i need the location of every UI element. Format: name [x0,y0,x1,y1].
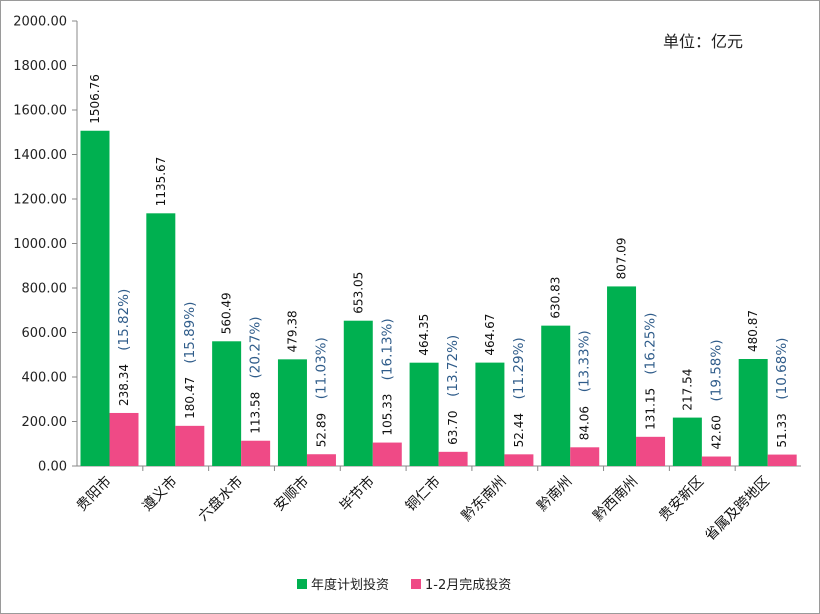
value-label-jan-feb-completed: 52.44 [512,413,526,447]
bar-jan-feb-completed [372,442,402,466]
completion-rate-label: (11.29%) [511,337,527,399]
legend: 年度计划投资 1-2月完成投资 [297,577,511,593]
value-label-annual-plan: 1506.76 [88,74,102,124]
y-tick-label: 800.00 [22,282,68,297]
y-tick-label: 0.00 [38,460,67,475]
y-tick-label: 200.00 [22,415,68,430]
category-label: 六盘水市 [195,473,247,525]
bars-layer [80,130,797,466]
bar-annual-plan [475,362,505,466]
completion-rate-label: (20.27%) [248,317,264,379]
category-label: 遵义市 [139,473,181,515]
completion-rate-label: (13.33%) [577,330,593,392]
value-label-annual-plan: 653.05 [351,272,365,314]
value-label-jan-feb-completed: 63.70 [446,410,460,444]
bar-jan-feb-completed [767,454,797,466]
completion-rate-label: (13.72%) [445,335,461,397]
y-tick-label: 400.00 [22,371,68,386]
category-label: 贵安新区 [656,474,707,525]
bar-annual-plan [672,417,702,466]
y-tick-label: 1000.00 [13,237,67,252]
value-label-annual-plan: 464.67 [483,314,497,356]
completion-rate-label: (15.89%) [182,302,198,364]
bar-annual-plan [212,341,242,466]
y-tick-label: 1600.00 [13,104,67,119]
bar-annual-plan [277,359,307,466]
category-label: 贵阳市 [73,473,115,515]
category-label: 省属及跨地区 [702,474,773,545]
value-label-jan-feb-completed: 113.58 [249,392,263,434]
y-tick-label: 2000.00 [13,15,67,30]
value-label-jan-feb-completed: 131.15 [644,388,658,430]
completion-rate-label: (19.58%) [708,340,724,402]
bar-annual-plan [738,359,768,466]
bar-jan-feb-completed [175,425,205,466]
bar-annual-plan [146,213,176,466]
value-label-annual-plan: 479.38 [285,310,299,352]
completion-rate-label: (10.68%) [774,338,790,400]
value-label-jan-feb-completed: 180.47 [183,377,197,419]
value-label-annual-plan: 630.83 [549,277,563,319]
value-label-jan-feb-completed: 52.89 [314,413,328,447]
bar-jan-feb-completed [570,447,600,466]
value-label-jan-feb-completed: 238.34 [117,364,131,406]
bar-jan-feb-completed [504,454,534,466]
y-tick-label: 1400.00 [13,148,67,163]
value-label-jan-feb-completed: 105.33 [380,394,394,436]
bar-jan-feb-completed [109,412,139,466]
bar-jan-feb-completed [306,454,336,466]
value-label-annual-plan: 480.87 [746,310,760,352]
bar-jan-feb-completed [241,440,271,466]
value-label-annual-plan: 807.09 [615,237,629,279]
y-tick-label: 1200.00 [13,193,67,208]
value-label-jan-feb-completed: 51.33 [775,413,789,447]
value-label-annual-plan: 464.35 [417,314,431,356]
category-label: 铜仁市 [402,473,444,515]
value-label-annual-plan: 217.54 [680,369,694,411]
bar-annual-plan [607,286,637,466]
value-label-annual-plan: 560.49 [220,292,234,334]
legend-label-jan-feb-completed: 1-2月完成投资 [425,577,511,593]
completion-rate-label: (16.13%) [379,318,395,380]
category-label: 黔南州 [534,474,575,515]
y-tick-label: 600.00 [22,326,68,341]
bar-jan-feb-completed [701,456,731,466]
bar-jan-feb-completed [438,451,468,466]
legend-label-annual-plan: 年度计划投资 [311,577,389,593]
legend-swatch-jan-feb-completed [411,579,421,589]
value-label-annual-plan: 1135.67 [154,157,168,207]
category-label: 毕节市 [336,473,378,515]
category-label: 黔东南州 [459,474,510,525]
unit-label: 单位：亿元 [663,32,743,51]
completion-rate-label: (15.82%) [116,289,132,351]
value-label-jan-feb-completed: 84.06 [578,406,592,440]
value-label-jan-feb-completed: 42.60 [709,415,723,449]
bar-jan-feb-completed [636,436,666,466]
bar-annual-plan [541,325,571,466]
category-label: 黔西南州 [590,474,641,525]
category-label: 安顺市 [270,473,312,515]
completion-rate-label: (16.25%) [643,313,659,375]
bar-annual-plan [343,320,373,466]
bar-annual-plan [409,362,439,466]
labels-layer: 1506.76 238.34 (15.82%) 1135.67 180.47 (15.89… [88,74,790,449]
legend-swatch-annual-plan [297,579,307,589]
completion-rate-label: (11.03%) [313,337,329,399]
bar-annual-plan [80,130,110,466]
y-tick-label: 1800.00 [13,59,67,74]
